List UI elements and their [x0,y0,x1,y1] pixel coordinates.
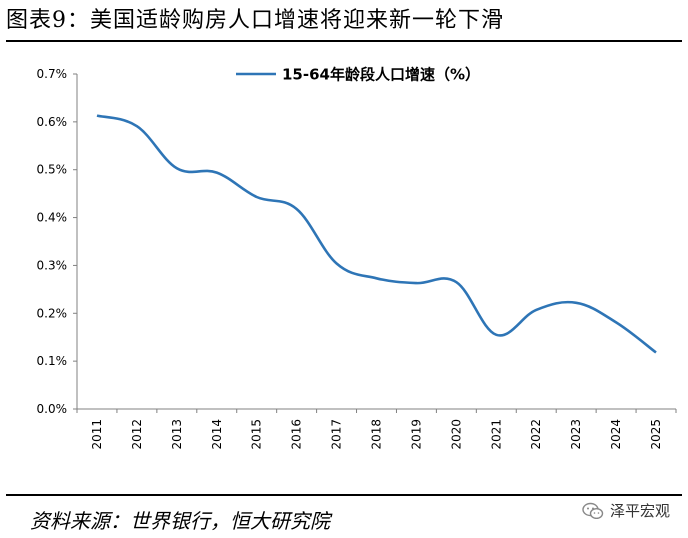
x-tick-label: 2015 [250,419,264,450]
bottom-rule [6,494,682,496]
x-tick-label: 2011 [90,419,104,450]
y-tick-label: 0.3% [37,258,68,272]
line-chart: 0.0%0.1%0.2%0.3%0.4%0.5%0.6%0.7% 2011 201… [37,66,677,450]
x-tick-label: 2013 [170,419,184,450]
x-tick-label: 2019 [409,419,423,450]
y-tick-label: 0.4% [37,211,68,225]
x-tick-labels: 2011 2012 2013 2014 2015 2016 2017 2018 2019 2020… [90,419,663,450]
top-rule [6,40,682,42]
x-tick-label: 2020 [449,419,463,450]
source-note: 资料来源：世界银行，恒大研究院 [30,509,330,533]
y-tick-label: 0.6% [37,115,68,129]
x-tick-label: 2023 [569,419,583,450]
x-tick-label: 2012 [130,419,144,450]
x-tick-label: 2017 [330,419,344,450]
y-tick-labels: 0.0% 0.1% 0.2% 0.3% 0.4% 0.5% 0.6% 0.7% [37,67,68,416]
series-group [96,114,657,354]
y-tick-label: 0.0% [37,402,68,416]
y-tick-label: 0.2% [37,306,68,320]
y-tick-label: 0.5% [37,163,68,177]
brand-name: 泽平宏观 [609,502,670,520]
series-line [96,114,657,354]
x-tick-label: 2018 [370,419,384,450]
brand-badge[interactable]: 泽平宏观 [582,500,670,521]
legend: 15-64年龄段人口增速（%） [236,66,480,84]
wechat-icon [582,502,604,519]
legend-label: 15-64年龄段人口增速（%） [282,66,480,84]
x-tick-label: 2014 [210,419,224,450]
y-tick-label: 0.7% [37,67,68,81]
x-tick-label: 2025 [649,419,663,450]
chart-axes [73,73,677,413]
x-tick-label: 2022 [529,419,543,450]
x-tick-label: 2016 [290,419,304,450]
x-tick-label: 2021 [489,419,503,450]
y-tick-label: 0.1% [37,354,68,368]
x-tick-label: 2024 [609,419,623,450]
figure-title: 图表9：美国适龄购房人口增速将迎来新一轮下滑 [6,8,504,33]
